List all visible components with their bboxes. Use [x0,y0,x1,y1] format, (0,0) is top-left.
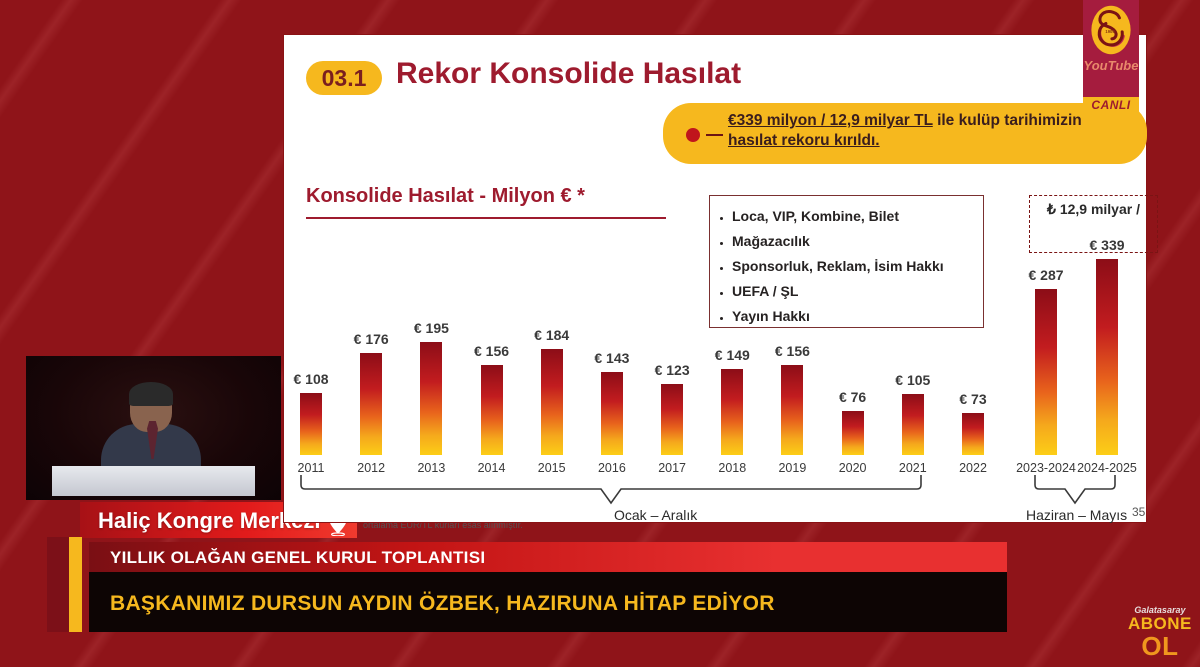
svg-text:1905: 1905 [1105,29,1115,34]
